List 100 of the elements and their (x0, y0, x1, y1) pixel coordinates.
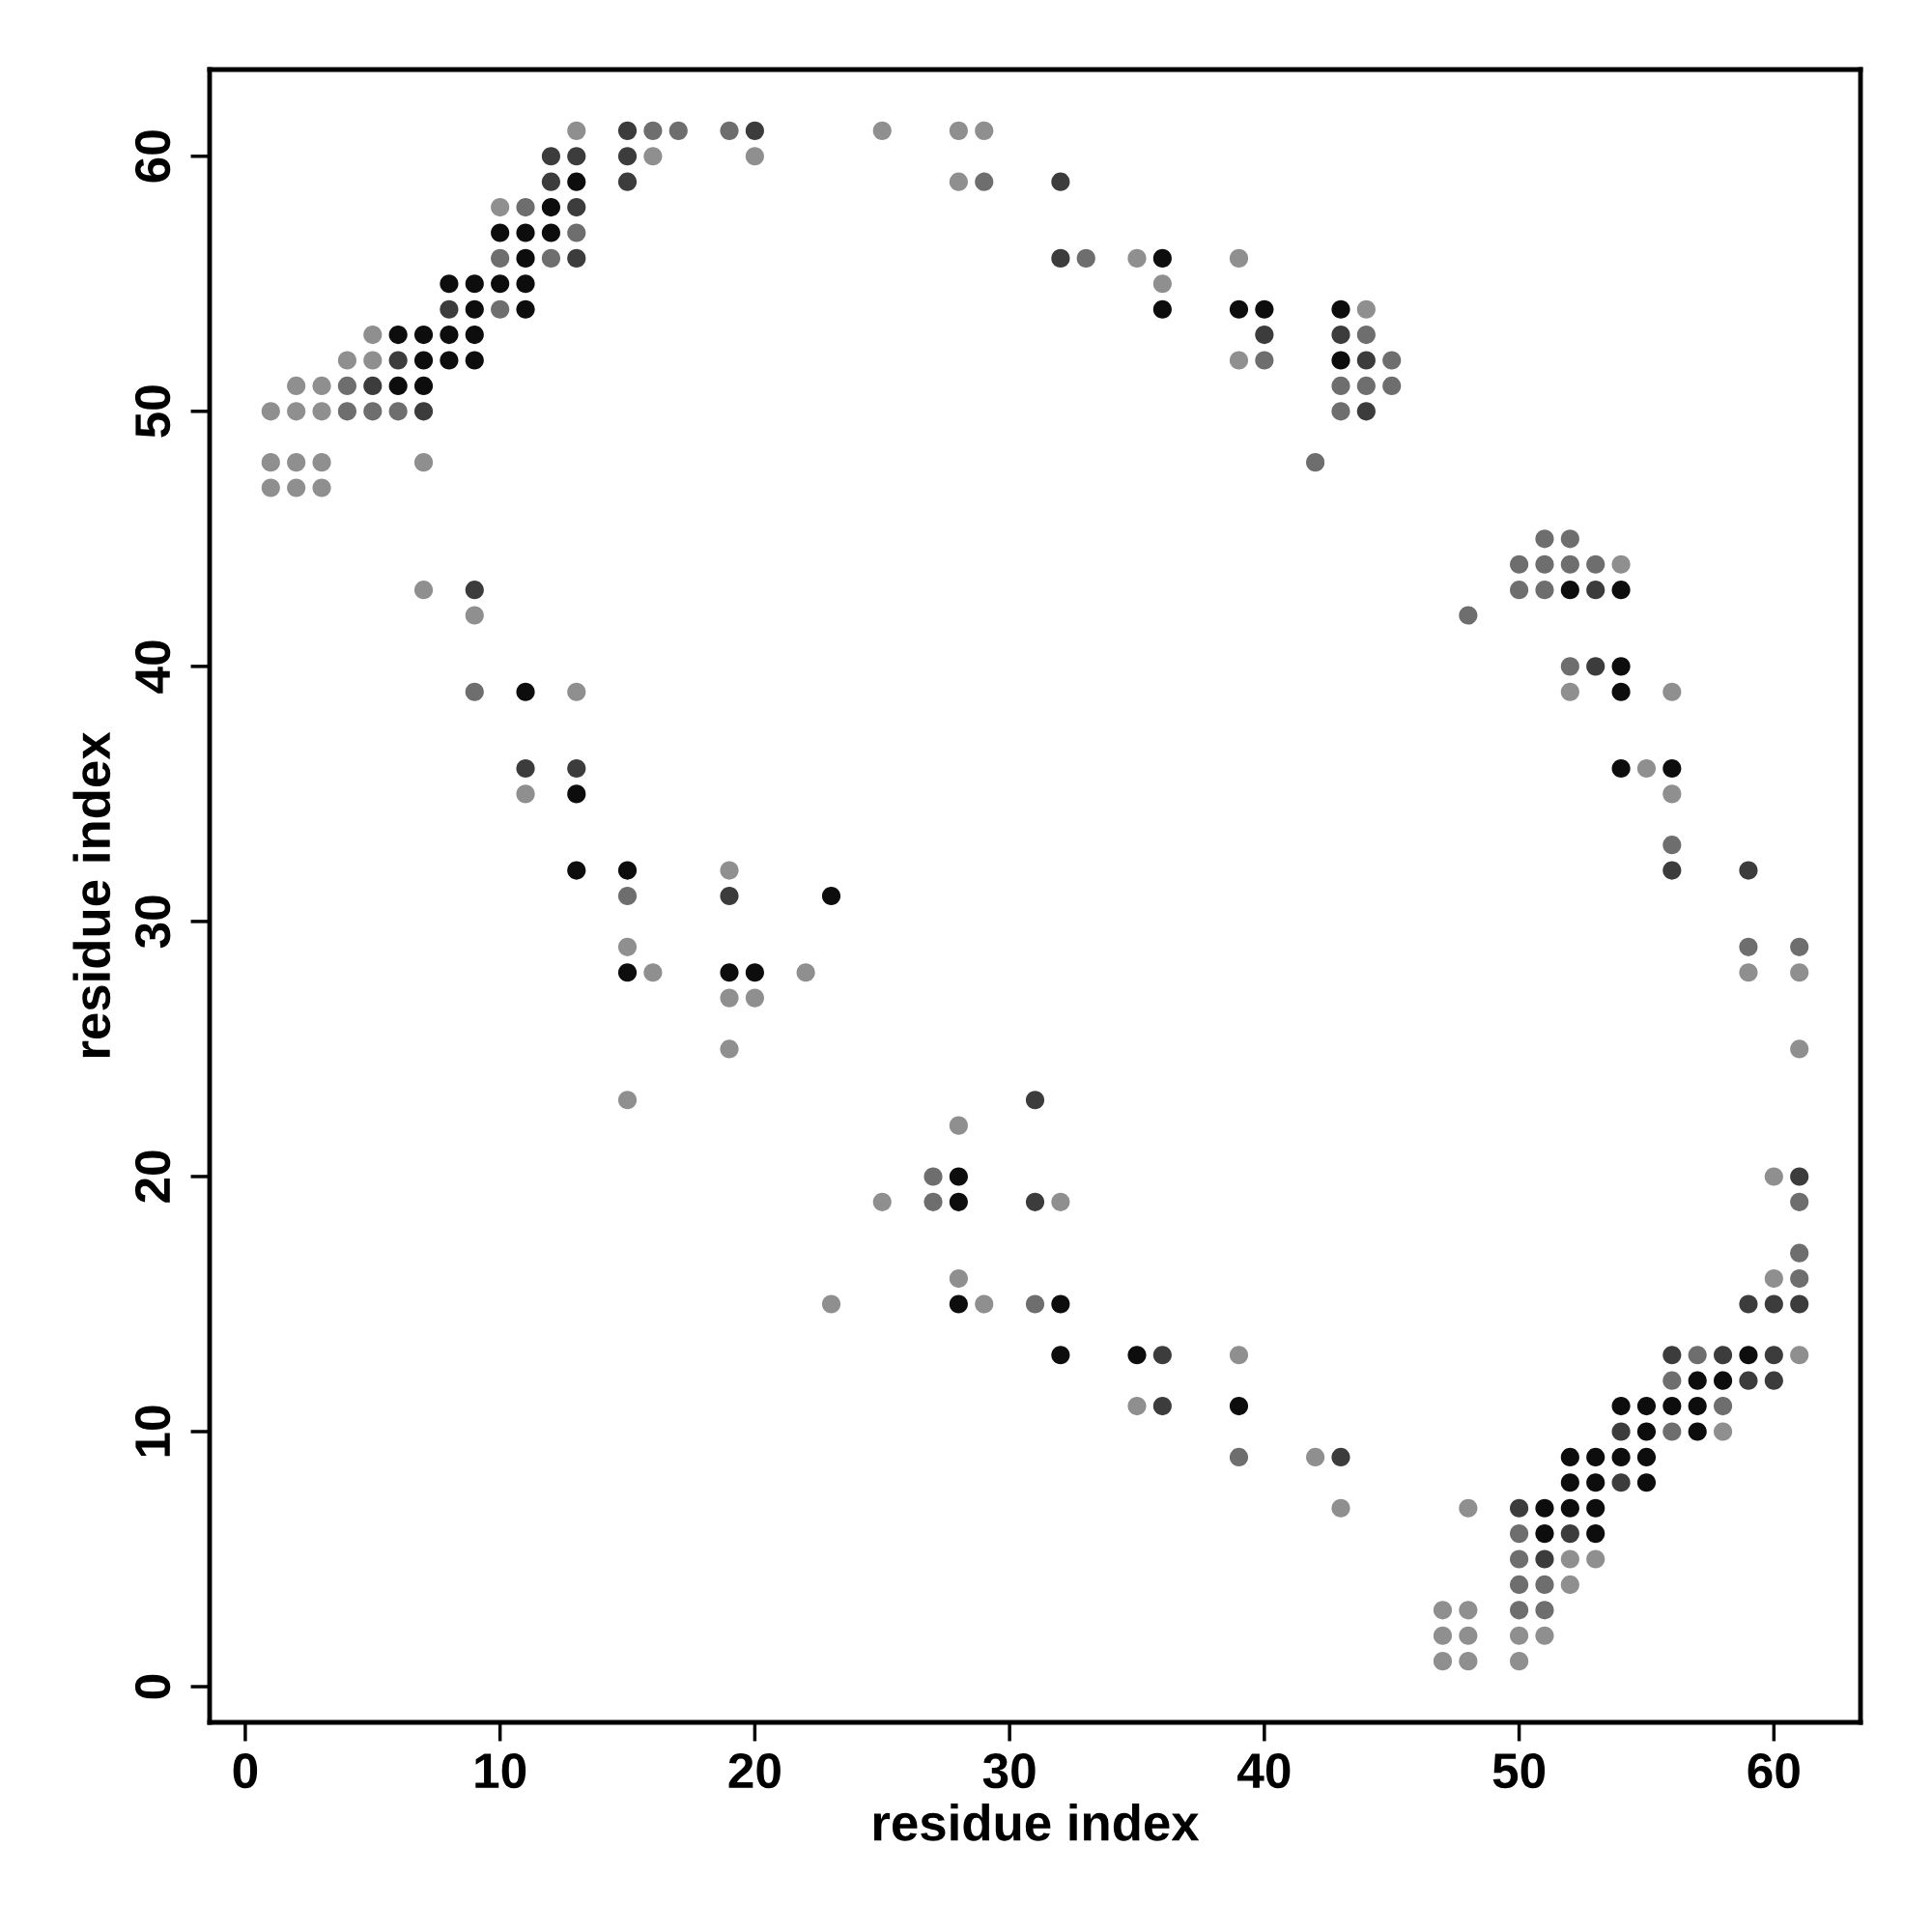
point (1560, 529, 1579, 549)
x-tick-label: 30 (982, 1752, 1036, 1789)
point (1152, 1397, 1172, 1416)
point (1510, 1498, 1529, 1518)
point (1586, 554, 1605, 574)
point (1331, 1447, 1350, 1466)
y-tick-label: 10 (134, 1406, 171, 1457)
point (643, 121, 663, 140)
point (413, 402, 434, 421)
x-tick-label: 20 (728, 1752, 781, 1789)
point (1662, 1422, 1682, 1441)
y-axis-title: residue index (72, 731, 111, 1058)
point (1739, 861, 1758, 880)
point (465, 581, 484, 600)
point (617, 886, 638, 906)
point (1535, 529, 1554, 549)
y-tick-label: 40 (134, 640, 171, 694)
point (1764, 1371, 1783, 1390)
point (567, 758, 586, 779)
point (1739, 937, 1758, 956)
point (491, 299, 510, 319)
point (1611, 1473, 1631, 1492)
point (1076, 248, 1095, 268)
point (1051, 248, 1070, 268)
point (1560, 1524, 1579, 1544)
x-tick-label: 60 (1747, 1752, 1800, 1789)
point (1790, 937, 1809, 956)
point (337, 376, 356, 395)
point (1356, 376, 1376, 395)
point (1714, 1397, 1733, 1416)
x-tick-label: 10 (475, 1752, 526, 1789)
point (1510, 1575, 1529, 1594)
x-tick-label: 0 (233, 1752, 258, 1789)
point (1306, 453, 1325, 472)
point (1764, 1294, 1783, 1314)
point (1586, 657, 1605, 676)
point (541, 248, 560, 268)
point (1025, 1294, 1045, 1314)
point (1535, 1601, 1554, 1620)
point (1688, 1346, 1707, 1365)
point (720, 886, 739, 906)
point (1560, 554, 1579, 574)
point (1331, 376, 1350, 395)
point (1535, 1549, 1554, 1569)
y-tick-label: 0 (134, 1674, 171, 1699)
point (567, 248, 586, 268)
point (720, 121, 739, 140)
point (1611, 1422, 1631, 1441)
point (1662, 1371, 1682, 1390)
point (516, 758, 535, 779)
point (541, 147, 560, 166)
point (1535, 1575, 1554, 1594)
point (1356, 351, 1376, 370)
point (1739, 1371, 1758, 1390)
point (1356, 402, 1376, 421)
point (567, 223, 586, 242)
point (440, 299, 459, 319)
point (567, 198, 586, 217)
point (1382, 376, 1402, 395)
point (1535, 554, 1554, 574)
x-tick-label: 40 (1237, 1752, 1291, 1789)
point (1510, 1549, 1529, 1569)
point (1535, 581, 1554, 600)
point (745, 121, 764, 140)
y-tick-label: 20 (134, 1151, 171, 1203)
point (1790, 1243, 1809, 1263)
y-tick-label: 60 (134, 130, 171, 183)
point (1790, 1294, 1809, 1314)
point (1331, 402, 1350, 421)
point (1255, 326, 1274, 345)
point (541, 172, 560, 191)
point (668, 121, 688, 140)
point (1229, 1447, 1249, 1466)
point (388, 402, 408, 421)
point (1560, 657, 1579, 676)
point (363, 402, 383, 421)
point (1662, 836, 1682, 855)
point (617, 147, 638, 166)
point (1790, 1192, 1809, 1211)
point (337, 402, 356, 421)
point (975, 172, 994, 191)
point (1714, 1346, 1733, 1365)
point (1662, 1346, 1682, 1365)
point (1025, 1192, 1045, 1211)
point (1356, 326, 1376, 345)
point (1331, 326, 1350, 345)
point (388, 351, 408, 370)
point (1790, 1268, 1809, 1289)
x-axis-title: residue index (873, 1804, 1200, 1841)
point (465, 682, 484, 701)
point (1764, 1346, 1783, 1365)
point (491, 248, 510, 268)
x-tick-label: 50 (1492, 1752, 1546, 1789)
point (1510, 581, 1529, 600)
point (1382, 351, 1402, 370)
y-tick-label: 50 (134, 385, 171, 438)
point (1510, 1601, 1529, 1620)
point (617, 121, 638, 140)
point (1510, 554, 1529, 574)
point (1025, 1091, 1045, 1110)
